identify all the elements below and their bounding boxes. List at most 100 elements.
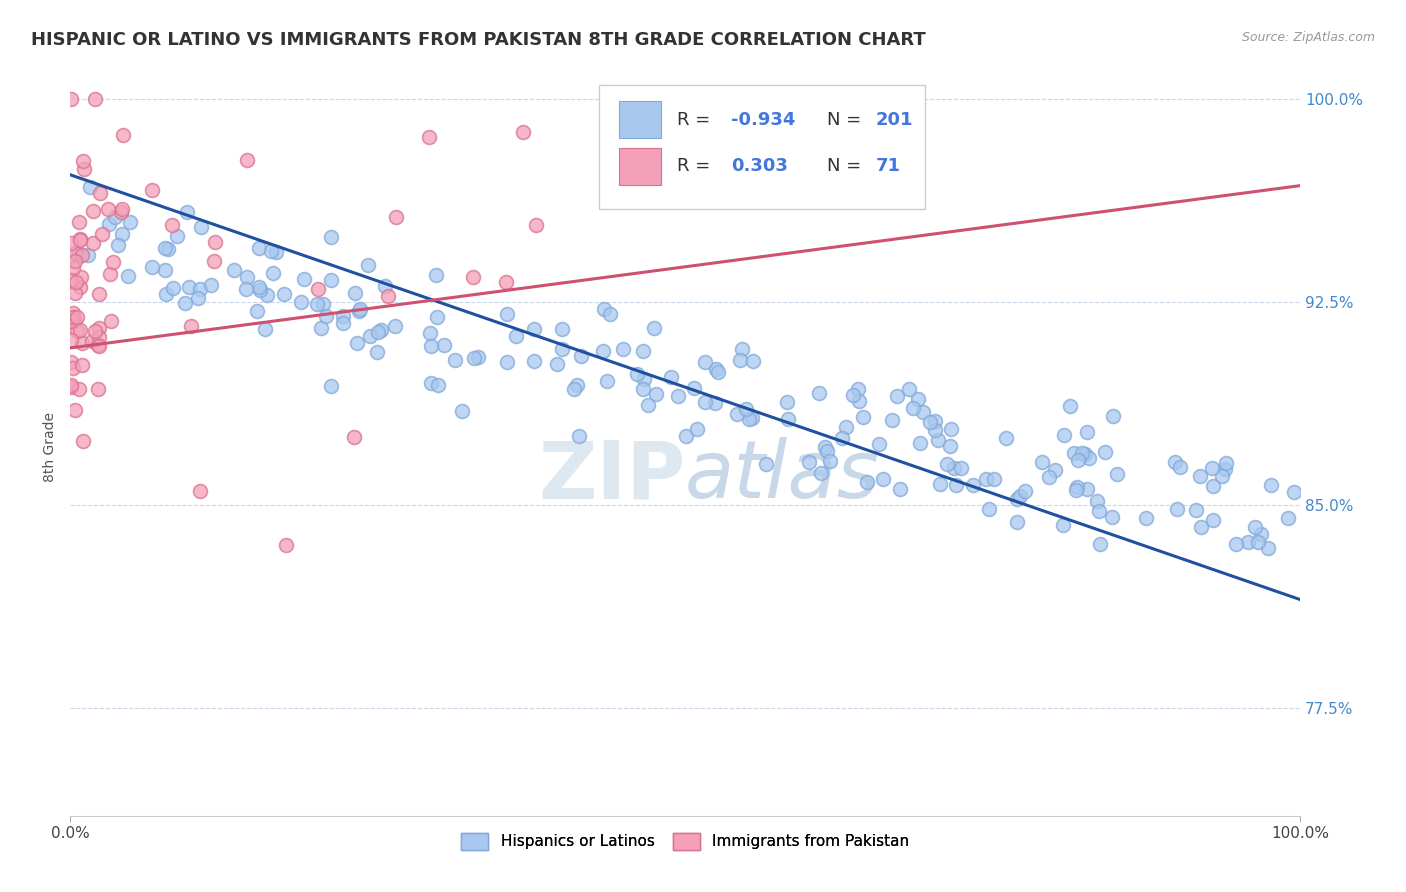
Point	[162, 280, 184, 294]
Point	[1211, 469, 1233, 483]
Point	[384, 319, 406, 334]
Point	[200, 277, 222, 292]
Point	[1059, 399, 1081, 413]
Point	[346, 336, 368, 351]
Point	[260, 244, 283, 258]
Point	[1250, 527, 1272, 541]
Point	[321, 378, 343, 392]
Point	[495, 275, 517, 289]
Point	[1188, 469, 1211, 483]
Point	[818, 454, 841, 468]
Point	[312, 297, 335, 311]
Text: -0.934: -0.934	[731, 111, 794, 128]
Point	[983, 472, 1005, 486]
Point	[98, 217, 121, 231]
Point	[89, 186, 111, 201]
Point	[1201, 513, 1223, 527]
Point	[995, 432, 1018, 446]
Point	[626, 367, 648, 381]
Point	[174, 295, 197, 310]
Point	[592, 343, 614, 358]
Point	[797, 455, 820, 469]
Point	[180, 319, 202, 334]
Point	[420, 339, 443, 353]
FancyBboxPatch shape	[599, 85, 925, 209]
Point	[704, 395, 727, 409]
Point	[307, 282, 329, 296]
Point	[1277, 511, 1299, 525]
Point	[190, 219, 212, 234]
Point	[495, 307, 517, 321]
Point	[332, 316, 354, 330]
Point	[1064, 483, 1087, 497]
Point	[273, 287, 295, 301]
Point	[889, 483, 911, 497]
Point	[62, 260, 84, 275]
Point	[918, 415, 941, 429]
Point	[1225, 537, 1247, 551]
Point	[565, 378, 588, 392]
Point	[1260, 478, 1282, 492]
Point	[704, 361, 727, 376]
Point	[70, 248, 93, 262]
Point	[70, 269, 93, 284]
Point	[426, 310, 449, 324]
Point	[593, 302, 616, 317]
Point	[461, 270, 484, 285]
Point	[433, 338, 456, 352]
Point	[222, 263, 245, 277]
Point	[79, 180, 101, 194]
Point	[70, 358, 93, 372]
Point	[1067, 452, 1090, 467]
Point	[1284, 485, 1306, 500]
Point	[59, 333, 82, 347]
Point	[637, 398, 659, 412]
Point	[675, 429, 697, 443]
Point	[666, 389, 689, 403]
Point	[912, 405, 935, 419]
Point	[936, 457, 959, 471]
Point	[98, 267, 121, 281]
Point	[89, 320, 111, 334]
Point	[569, 350, 592, 364]
Point	[1085, 493, 1108, 508]
Point	[852, 410, 875, 425]
Point	[741, 411, 763, 425]
Point	[505, 329, 527, 343]
Point	[190, 484, 212, 499]
Point	[117, 269, 139, 284]
Point	[72, 154, 94, 169]
Point	[755, 457, 778, 471]
Point	[1076, 425, 1098, 439]
Point	[596, 374, 619, 388]
Point	[426, 378, 449, 392]
Point	[67, 215, 90, 229]
Point	[945, 478, 967, 492]
Point	[120, 215, 142, 229]
Point	[82, 203, 104, 218]
Point	[418, 130, 440, 145]
FancyBboxPatch shape	[619, 147, 661, 185]
Point	[66, 324, 89, 338]
Point	[419, 326, 441, 340]
Point	[385, 211, 408, 225]
Text: Source: ZipAtlas.com: Source: ZipAtlas.com	[1241, 31, 1375, 45]
Point	[256, 287, 278, 301]
Point	[564, 382, 586, 396]
Point	[65, 275, 87, 289]
Point	[236, 269, 259, 284]
Point	[63, 253, 86, 268]
Point	[319, 273, 342, 287]
Point	[814, 441, 837, 455]
Point	[204, 235, 226, 249]
Point	[924, 414, 946, 428]
Point	[924, 424, 946, 438]
Point	[69, 279, 91, 293]
Point	[82, 236, 104, 251]
Point	[659, 370, 682, 384]
Point	[107, 238, 129, 252]
Point	[67, 249, 90, 263]
Point	[776, 395, 799, 409]
Point	[467, 350, 489, 364]
Point	[292, 271, 315, 285]
